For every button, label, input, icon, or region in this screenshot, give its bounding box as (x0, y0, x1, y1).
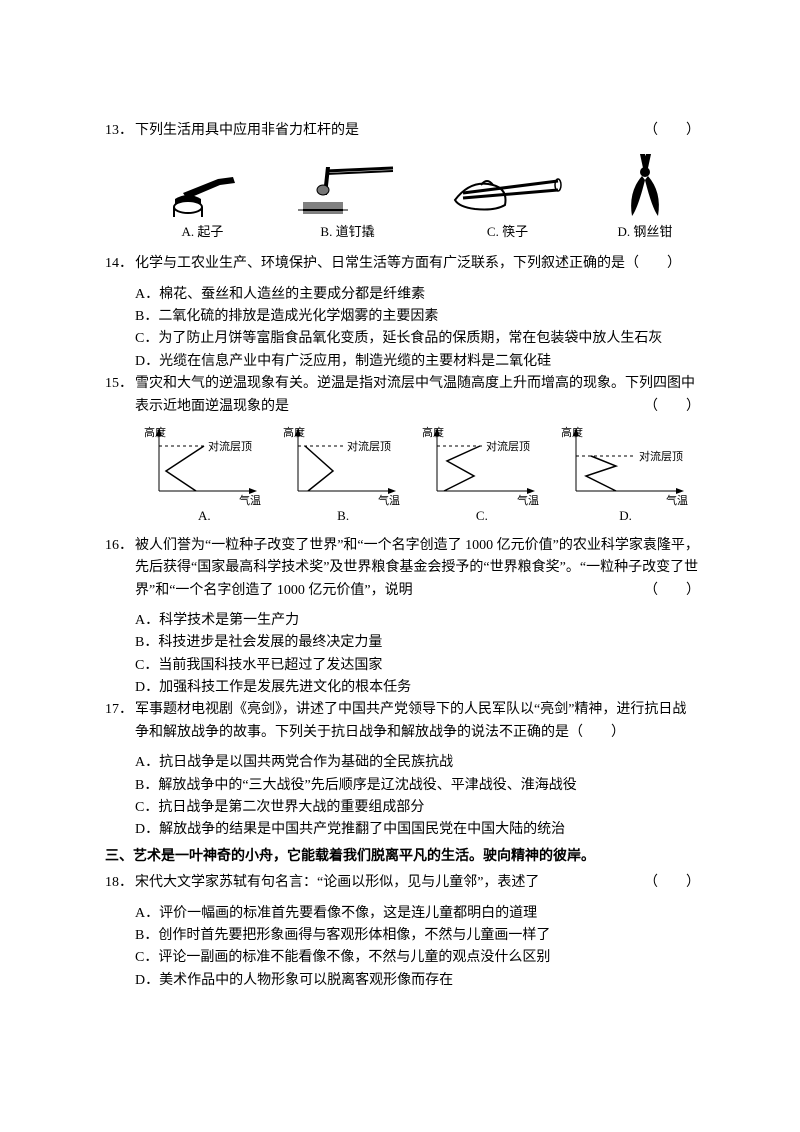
q18-paren: （ ） (644, 872, 700, 894)
svg-text:高度: 高度 (422, 426, 444, 439)
tropopause-label: 对流层顶 (208, 439, 252, 453)
chopsticks-icon (453, 165, 563, 220)
q18-text: 宋代大文学家苏轼有句名言：“论画以形似，见与儿童邻”，表述了 （ ） (135, 872, 700, 894)
q17-opt-a: A．抗日战争是以国共两党合作为基础的全民族抗战 (135, 752, 700, 774)
section-3-heading: 三、艺术是一叶神奇的小舟，它能载着我们脱离平凡的生活。驶向精神的彼岸。 (105, 846, 700, 868)
q13-opt-c: C. 筷子 (453, 165, 563, 243)
q14-opt-c: C．为了防止月饼等富脂食品氧化变质，延长食品的保质期，常在包装袋中放人生石灰 (135, 328, 700, 350)
q13-stem: 下列生活用具中应用非省力杠杆的是 (135, 123, 359, 138)
q16-opt-d: D．加强科技工作是发展先进文化的根本任务 (135, 677, 700, 699)
q15-stem: 雪灾和大气的逆温现象有关。逆温是指对流层中气温随高度上升而增高的现象。下列四图中… (135, 376, 695, 413)
q13-opt-d: D. 钢丝钳 (618, 150, 673, 243)
q16-opt-c: C．当前我国科技水平已超过了发达国家 (135, 655, 700, 677)
axis-y-label: 高度 (144, 426, 166, 439)
pliers-icon (618, 150, 673, 220)
q15-chart-a-label: A. (144, 506, 264, 527)
q13-opt-a-label: A. 起子 (163, 222, 243, 243)
q15-chart-c: 高度 气温 对流层顶 C. (422, 426, 542, 527)
q14-opt-d: D．光缆在信息产业中有广泛应用，制造光缆的主要材料是二氧化硅 (135, 351, 700, 373)
q17-number: 17． (105, 699, 135, 721)
q18-opt-c: C．评论一副画的标准不能看像不像，不然与儿童的观点没什么区别 (135, 947, 700, 969)
q18-number: 18． (105, 872, 135, 894)
svg-text:对流层顶: 对流层顶 (639, 449, 683, 463)
svg-text:气温: 气温 (378, 493, 400, 506)
q15-chart-b-label: B. (283, 506, 403, 527)
q13-text: 下列生活用具中应用非省力杠杆的是 （ ） (135, 120, 700, 142)
q13-number: 13． (105, 120, 135, 142)
q18-opt-a: A．评价一幅画的标准首先要看像不像，这是连儿童都明白的道理 (135, 903, 700, 925)
q15-chart-d: 高度 气温 对流层顶 D. (561, 426, 691, 527)
svg-text:对流层顶: 对流层顶 (486, 439, 530, 453)
q13-opt-b-label: B. 道钉撬 (298, 222, 398, 243)
q17-opt-b: B．解放战争中的“三大战役”先后顺序是辽沈战役、平津战役、淮海战役 (135, 775, 700, 797)
q18-opt-d: D．美术作品中的人物形象可以脱离客观形像而存在 (135, 970, 700, 992)
q16-number: 16． (105, 535, 135, 557)
q15-paren: （ ） (644, 396, 700, 418)
q16-opt-a: A．科学技术是第一生产力 (135, 610, 700, 632)
q15-charts: 高度 气温 对流层顶 A. 高度 气温 对流层顶 B. (135, 426, 700, 527)
q15-number: 15． (105, 373, 135, 395)
q13-images: A. 起子 B. 道钉撬 (135, 150, 700, 243)
svg-text:气温: 气温 (517, 493, 539, 506)
q15-chart-c-label: C. (422, 506, 542, 527)
svg-text:高度: 高度 (283, 426, 305, 439)
q16-opt-b: B．科技进步是社会发展的最终决定力量 (135, 632, 700, 654)
svg-text:高度: 高度 (561, 426, 583, 439)
q17-opt-d: D．解放战争的结果是中国共产党推翻了中国国民党在中国大陆的统治 (135, 819, 700, 841)
q14-opt-a: A．棉花、蚕丝和人造丝的主要成分都是纤维素 (135, 284, 700, 306)
q14-text: 化学与工农业生产、环境保护、日常生活等方面有广泛联系，下列叙述正确的是（ ） (135, 253, 700, 275)
q14-number: 14． (105, 253, 135, 275)
q15-chart-d-label: D. (561, 506, 691, 527)
q16-paren: （ ） (644, 580, 700, 602)
q13-paren: （ ） (644, 120, 700, 142)
q15-text: 雪灾和大气的逆温现象有关。逆温是指对流层中气温随高度上升而增高的现象。下列四图中… (135, 373, 700, 418)
bottle-opener-icon (163, 165, 243, 220)
q13-opt-d-label: D. 钢丝钳 (618, 222, 673, 243)
q17-opt-c: C．抗日战争是第二次世界大战的重要组成部分 (135, 797, 700, 819)
q13-opt-a: A. 起子 (163, 165, 243, 243)
q13-opt-c-label: C. 筷子 (453, 222, 563, 243)
q16-text: 被人们誉为“一粒种子改变了世界”和“一个名字创造了 1000 亿元价值”的农业科… (135, 535, 700, 602)
svg-text:对流层顶: 对流层顶 (347, 439, 391, 453)
q15-chart-a: 高度 气温 对流层顶 A. (144, 426, 264, 527)
q16-stem: 被人们誉为“一粒种子改变了世界”和“一个名字创造了 1000 亿元价值”的农业科… (135, 538, 699, 598)
q15-chart-b: 高度 气温 对流层顶 B. (283, 426, 403, 527)
crowbar-icon (298, 165, 398, 220)
q18-stem: 宋代大文学家苏轼有句名言：“论画以形似，见与儿童邻”，表述了 (135, 875, 539, 890)
q14-opt-b: B．二氧化硫的排放是造成光化学烟雾的主要因素 (135, 306, 700, 328)
q18-opt-b: B．创作时首先要把形象画得与客观形体相像，不然与儿童画一样了 (135, 925, 700, 947)
axis-x-label: 气温 (239, 493, 261, 506)
svg-text:气温: 气温 (666, 493, 688, 506)
q17-text: 军事题材电视剧《亮剑》，讲述了中国共产党领导下的人民军队以“亮剑”精神，进行抗日… (135, 699, 700, 744)
q13-opt-b: B. 道钉撬 (298, 165, 398, 243)
